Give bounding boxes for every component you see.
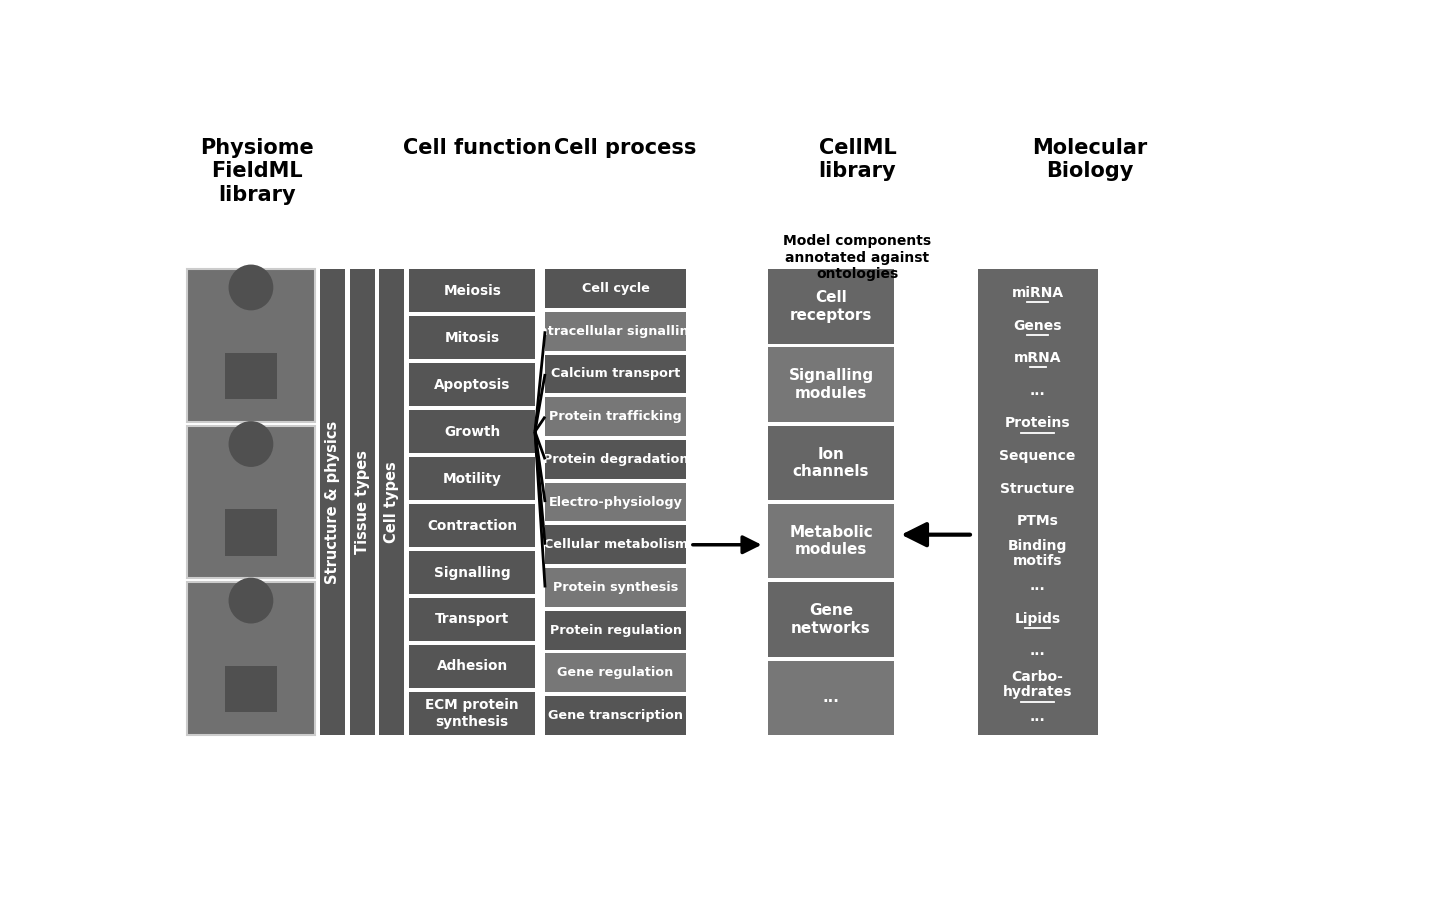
Ellipse shape <box>228 264 274 310</box>
FancyBboxPatch shape <box>350 269 374 735</box>
Text: Ion
channels: Ion channels <box>793 447 869 479</box>
Text: Contraction: Contraction <box>427 519 518 532</box>
Text: Physiome
FieldML
library: Physiome FieldML library <box>199 138 314 204</box>
FancyBboxPatch shape <box>545 355 685 393</box>
Text: Metabolic
modules: Metabolic modules <box>789 525 873 557</box>
Text: Apoptosis: Apoptosis <box>435 378 511 391</box>
FancyBboxPatch shape <box>410 598 535 641</box>
Text: Genes: Genes <box>1014 319 1061 332</box>
Text: Carbo-
hydrates: Carbo- hydrates <box>1002 670 1073 699</box>
FancyBboxPatch shape <box>769 504 893 578</box>
Text: ECM protein
synthesis: ECM protein synthesis <box>426 698 519 729</box>
FancyBboxPatch shape <box>769 347 893 422</box>
Text: Model components
annotated against
ontologies: Model components annotated against ontol… <box>783 235 932 281</box>
FancyBboxPatch shape <box>769 426 893 500</box>
Text: Lipids: Lipids <box>1014 612 1061 626</box>
FancyBboxPatch shape <box>545 397 685 436</box>
FancyBboxPatch shape <box>769 269 893 344</box>
Text: Mitosis: Mitosis <box>445 331 500 344</box>
Text: Meiosis: Meiosis <box>443 284 500 297</box>
FancyBboxPatch shape <box>769 582 893 657</box>
Text: Cell function: Cell function <box>403 138 552 158</box>
Text: Structure: Structure <box>1001 482 1076 495</box>
FancyBboxPatch shape <box>545 525 685 565</box>
Text: Tissue types: Tissue types <box>354 450 370 554</box>
Text: ...: ... <box>1030 384 1045 398</box>
Text: Electro-physiology: Electro-physiology <box>549 495 683 508</box>
Text: Sequence: Sequence <box>999 449 1076 463</box>
FancyBboxPatch shape <box>225 666 277 712</box>
Text: Gene transcription: Gene transcription <box>548 709 683 722</box>
Text: Gene
networks: Gene networks <box>792 603 870 635</box>
Text: ...: ... <box>823 690 839 705</box>
Text: Protein degradation: Protein degradation <box>543 453 688 466</box>
FancyBboxPatch shape <box>410 363 535 406</box>
FancyBboxPatch shape <box>379 269 404 735</box>
FancyBboxPatch shape <box>545 483 685 521</box>
FancyBboxPatch shape <box>186 582 315 735</box>
Text: Gene regulation: Gene regulation <box>558 667 674 680</box>
Text: Motility: Motility <box>443 472 502 485</box>
Text: CellML
library: CellML library <box>819 138 896 181</box>
FancyBboxPatch shape <box>410 692 535 735</box>
FancyBboxPatch shape <box>186 426 315 578</box>
Text: Proteins: Proteins <box>1005 416 1070 430</box>
FancyBboxPatch shape <box>545 568 685 607</box>
Text: Signalling
modules: Signalling modules <box>789 368 873 401</box>
Ellipse shape <box>228 577 274 624</box>
Text: Structure & physics: Structure & physics <box>326 421 340 584</box>
Text: Adhesion: Adhesion <box>436 659 508 673</box>
FancyBboxPatch shape <box>410 410 535 453</box>
Text: Cell
receptors: Cell receptors <box>790 290 872 322</box>
FancyBboxPatch shape <box>545 653 685 693</box>
Text: Protein regulation: Protein regulation <box>549 624 681 636</box>
FancyBboxPatch shape <box>410 551 535 594</box>
Text: Intracellular signalling: Intracellular signalling <box>533 325 697 338</box>
FancyBboxPatch shape <box>225 509 277 555</box>
FancyBboxPatch shape <box>545 696 685 735</box>
FancyBboxPatch shape <box>410 504 535 547</box>
FancyBboxPatch shape <box>545 440 685 479</box>
FancyBboxPatch shape <box>769 660 893 735</box>
Text: Cell cycle: Cell cycle <box>582 282 650 295</box>
FancyBboxPatch shape <box>545 312 685 351</box>
Text: Protein synthesis: Protein synthesis <box>554 581 678 594</box>
FancyBboxPatch shape <box>320 269 346 735</box>
FancyBboxPatch shape <box>410 645 535 688</box>
Text: Cellular metabolism: Cellular metabolism <box>543 538 688 552</box>
FancyBboxPatch shape <box>978 269 1097 735</box>
FancyBboxPatch shape <box>186 269 315 422</box>
Text: Calcium transport: Calcium transport <box>551 367 680 380</box>
Text: ...: ... <box>1030 709 1045 724</box>
Ellipse shape <box>228 421 274 467</box>
Text: Signalling: Signalling <box>435 565 511 579</box>
FancyBboxPatch shape <box>410 316 535 359</box>
FancyBboxPatch shape <box>225 353 277 399</box>
Text: PTMs: PTMs <box>1017 514 1058 528</box>
FancyBboxPatch shape <box>410 457 535 500</box>
Text: Binding
motifs: Binding motifs <box>1008 539 1067 568</box>
FancyBboxPatch shape <box>410 269 535 312</box>
Text: ...: ... <box>1030 645 1045 659</box>
FancyBboxPatch shape <box>545 611 685 649</box>
Text: Molecular
Biology: Molecular Biology <box>1032 138 1147 181</box>
Text: Protein trafficking: Protein trafficking <box>549 410 683 423</box>
Text: ...: ... <box>1030 579 1045 593</box>
Text: mRNA: mRNA <box>1014 351 1061 366</box>
FancyBboxPatch shape <box>545 269 685 308</box>
Text: Cell types: Cell types <box>384 461 399 543</box>
Text: Cell process: Cell process <box>554 138 695 158</box>
Text: miRNA: miRNA <box>1011 286 1064 300</box>
Text: Growth: Growth <box>445 425 500 438</box>
Text: Transport: Transport <box>435 612 509 626</box>
